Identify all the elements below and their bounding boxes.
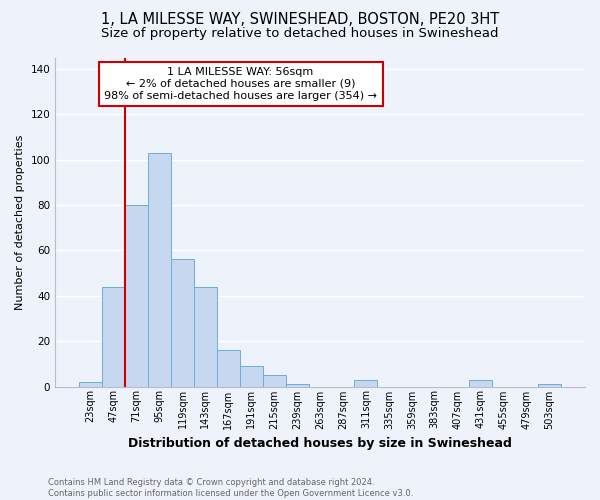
Bar bbox=[148, 153, 171, 386]
Bar bbox=[355, 380, 377, 386]
Bar bbox=[263, 375, 286, 386]
Bar bbox=[286, 384, 308, 386]
Text: Contains HM Land Registry data © Crown copyright and database right 2024.
Contai: Contains HM Land Registry data © Crown c… bbox=[48, 478, 413, 498]
Bar bbox=[194, 286, 217, 386]
Bar bbox=[125, 205, 148, 386]
Bar bbox=[102, 286, 125, 386]
Y-axis label: Number of detached properties: Number of detached properties bbox=[15, 134, 25, 310]
Bar bbox=[240, 366, 263, 386]
Text: Size of property relative to detached houses in Swineshead: Size of property relative to detached ho… bbox=[101, 28, 499, 40]
Text: 1, LA MILESSE WAY, SWINESHEAD, BOSTON, PE20 3HT: 1, LA MILESSE WAY, SWINESHEAD, BOSTON, P… bbox=[101, 12, 499, 28]
Bar bbox=[171, 260, 194, 386]
Bar bbox=[79, 382, 102, 386]
Bar bbox=[217, 350, 240, 387]
Bar bbox=[538, 384, 561, 386]
Bar bbox=[469, 380, 492, 386]
Text: 1 LA MILESSE WAY: 56sqm
← 2% of detached houses are smaller (9)
98% of semi-deta: 1 LA MILESSE WAY: 56sqm ← 2% of detached… bbox=[104, 68, 377, 100]
X-axis label: Distribution of detached houses by size in Swineshead: Distribution of detached houses by size … bbox=[128, 437, 512, 450]
